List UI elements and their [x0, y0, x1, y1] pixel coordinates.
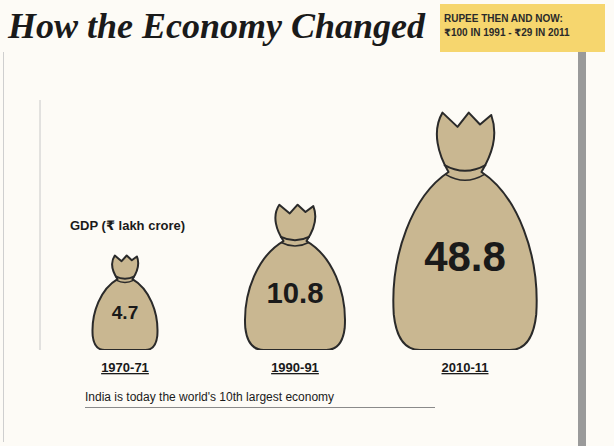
svg-text:2010-11: 2010-11: [442, 360, 489, 375]
svg-text:1970-71: 1970-71: [101, 360, 149, 375]
svg-text:10.8: 10.8: [267, 276, 324, 309]
svg-text:1990-91: 1990-91: [271, 360, 319, 375]
html-text:How the Economy Changed: How the Economy Changed: [8, 6, 425, 46]
svg-text:48.8: 48.8: [424, 233, 506, 280]
html-text:₹100 IN 1991 - ₹29 IN 2011: ₹100 IN 1991 - ₹29 IN 2011: [444, 27, 570, 38]
svg-text:4.7: 4.7: [112, 302, 138, 323]
html-text:RUPEE THEN AND NOW:: RUPEE THEN AND NOW:: [444, 13, 563, 24]
html-text:India is today the world's 10t: India is today the world's 10th largest …: [85, 390, 335, 404]
html-text:GDP (₹ lakh crore): GDP (₹ lakh crore): [70, 218, 185, 233]
